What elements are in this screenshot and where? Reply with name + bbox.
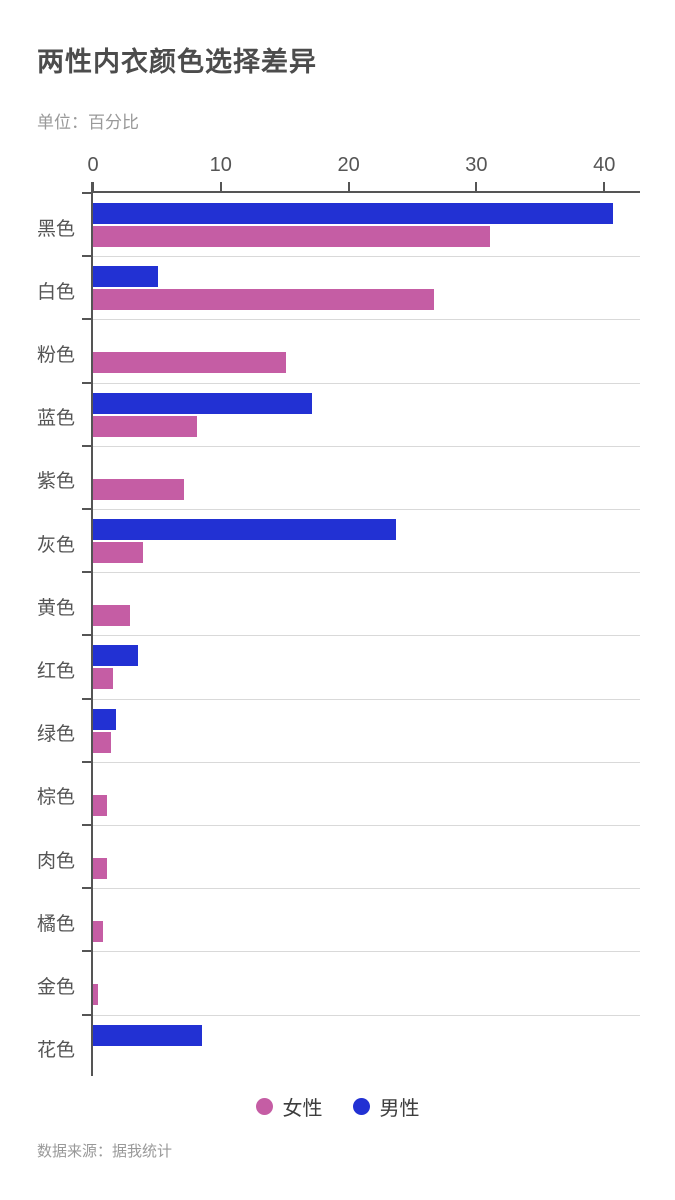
gridline bbox=[93, 382, 640, 384]
x-axis-tick bbox=[603, 182, 606, 191]
bar-female-3 bbox=[93, 415, 197, 437]
x-axis-tick-label: 30 bbox=[465, 154, 488, 176]
y-axis-tick bbox=[82, 318, 91, 321]
y-axis-tick bbox=[82, 887, 91, 890]
x-axis-tick-label: 0 bbox=[87, 154, 99, 176]
male-series-dot-icon bbox=[352, 1098, 370, 1115]
bar-male-3 bbox=[93, 392, 312, 414]
category-label: 花色 bbox=[37, 1040, 76, 1062]
bar-female-4 bbox=[93, 478, 184, 500]
y-axis-tick bbox=[82, 508, 91, 510]
gridline bbox=[93, 635, 640, 637]
y-axis-tick bbox=[82, 192, 91, 194]
y-axis-tick bbox=[82, 444, 91, 447]
gridline bbox=[93, 445, 640, 447]
bar-female-8 bbox=[93, 731, 111, 753]
category-label: 金色 bbox=[37, 977, 76, 998]
y-axis-tick bbox=[82, 255, 91, 258]
x-axis-tick-label: 20 bbox=[337, 154, 360, 176]
bar-female-0 bbox=[93, 226, 491, 247]
y-axis-tick bbox=[82, 571, 91, 574]
category-label: 粉色 bbox=[37, 345, 76, 366]
legend-label-female: 女性 bbox=[282, 1098, 323, 1120]
bar-female-6 bbox=[93, 605, 131, 627]
bar-female-11 bbox=[93, 921, 104, 943]
y-axis-tick bbox=[82, 1013, 91, 1016]
bar-female-7 bbox=[93, 668, 114, 690]
category-label: 棕色 bbox=[37, 787, 76, 809]
bar-female-9 bbox=[93, 794, 108, 816]
gridline bbox=[93, 951, 640, 953]
bar-male-8 bbox=[93, 708, 116, 730]
gridline bbox=[93, 698, 640, 700]
category-label: 紫色 bbox=[37, 471, 76, 493]
y-axis-tick bbox=[82, 824, 91, 826]
category-label: 灰色 bbox=[37, 534, 76, 556]
category-label: 黄色 bbox=[37, 597, 76, 619]
data-source-note: 数据来源：据我统计 bbox=[37, 1143, 173, 1160]
gridline bbox=[93, 509, 640, 510]
chart-unit-subtitle: 单位：百分比 bbox=[37, 113, 139, 132]
female-series-dot-icon bbox=[255, 1098, 273, 1115]
category-label: 黑色 bbox=[37, 218, 76, 240]
category-label: 红色 bbox=[37, 661, 76, 682]
legend-item-female: 女性 bbox=[255, 1092, 323, 1121]
bar-male-1 bbox=[93, 266, 159, 288]
y-axis-tick bbox=[82, 760, 91, 763]
category-label: 橘色 bbox=[37, 913, 76, 935]
gridline bbox=[93, 761, 640, 763]
category-label: 蓝色 bbox=[37, 408, 76, 430]
gridline bbox=[93, 888, 640, 890]
gridline bbox=[93, 256, 640, 258]
x-axis-tick bbox=[475, 182, 478, 191]
x-axis-tick bbox=[347, 182, 350, 191]
chart-title: 两性内衣颜色选择差异 bbox=[37, 47, 317, 77]
y-axis-tick bbox=[82, 697, 91, 700]
gridline bbox=[93, 572, 640, 574]
legend-label-male: 男性 bbox=[379, 1098, 420, 1120]
bar-male-13 bbox=[93, 1024, 202, 1046]
category-label: 绿色 bbox=[37, 724, 76, 746]
gridline bbox=[93, 825, 640, 826]
bar-male-7 bbox=[93, 645, 138, 667]
x-axis-line bbox=[91, 191, 640, 193]
y-axis-tick bbox=[82, 950, 91, 953]
bar-male-0 bbox=[93, 203, 614, 224]
x-axis-tick-label: 40 bbox=[593, 154, 616, 176]
legend: 女性 男性 bbox=[0, 1092, 675, 1121]
bar-female-10 bbox=[93, 858, 108, 879]
legend-item-male: 男性 bbox=[352, 1092, 420, 1121]
bar-female-12 bbox=[93, 984, 99, 1006]
y-axis-tick bbox=[82, 634, 91, 637]
category-label: 白色 bbox=[37, 281, 76, 303]
y-axis-tick bbox=[82, 381, 91, 384]
y-axis-line bbox=[91, 182, 93, 1076]
bar-female-2 bbox=[93, 352, 286, 374]
gridline bbox=[93, 319, 640, 321]
bar-female-1 bbox=[93, 289, 435, 311]
x-axis-tick bbox=[219, 182, 222, 191]
x-axis-tick bbox=[92, 182, 94, 191]
bar-male-5 bbox=[93, 519, 396, 540]
bar-female-5 bbox=[93, 542, 143, 563]
category-label: 肉色 bbox=[37, 850, 76, 872]
gridline bbox=[93, 1014, 640, 1016]
x-axis-tick-label: 10 bbox=[209, 154, 232, 176]
